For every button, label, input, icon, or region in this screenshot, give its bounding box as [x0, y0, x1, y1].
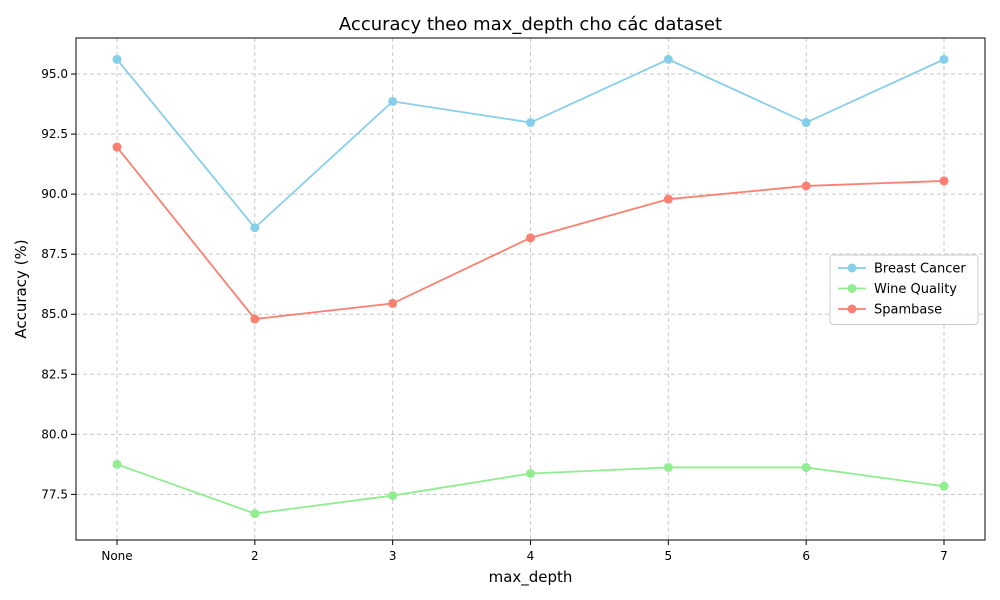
data-point: [250, 509, 260, 519]
data-point: [526, 233, 535, 243]
legend-marker: [847, 284, 857, 293]
data-point: [250, 314, 260, 324]
data-point: [663, 194, 673, 204]
y-tick-label: 95.0: [41, 67, 68, 81]
y-tick-label: 80.0: [41, 427, 68, 441]
legend-label: Breast Cancer: [874, 262, 966, 277]
data-point: [112, 459, 122, 469]
legend-label: Spambase: [874, 303, 942, 318]
legend-marker: [847, 263, 857, 273]
x-axis-label: max_depth: [489, 568, 573, 587]
legend-item: Breast Cancer: [838, 262, 966, 277]
y-tick-label: 90.0: [41, 187, 68, 201]
x-tick-label: None: [101, 549, 132, 563]
data-point: [663, 462, 673, 472]
x-tick-label: 2: [251, 549, 259, 563]
legend: Breast Cancer Wine Quality Spambase: [829, 254, 979, 325]
data-point: [801, 118, 811, 128]
legend-marker: [847, 304, 857, 314]
data-point: [526, 468, 535, 478]
series-spambase: [112, 142, 949, 324]
series-layer: [112, 54, 949, 519]
legend-box: [829, 254, 979, 325]
y-tick-label: 87.5: [41, 247, 68, 261]
y-tick-label: 92.5: [41, 127, 68, 141]
data-point: [250, 223, 260, 233]
series-breast-cancer: [112, 54, 949, 233]
data-point: [112, 142, 122, 152]
data-point: [801, 181, 811, 191]
data-point: [112, 54, 122, 64]
chart-title: Accuracy theo max_depth cho các dataset: [339, 14, 722, 35]
data-point: [388, 491, 398, 501]
axis-ticks: None 2 3 4 5 6 7 77.5 80.0 82.5 85.0 87.5 90.0 92.5 95…: [41, 67, 948, 563]
x-tick-label: 4: [527, 549, 535, 563]
y-tick-label: 85.0: [41, 307, 68, 321]
data-point: [939, 54, 949, 64]
data-point: [663, 54, 673, 64]
data-point: [801, 462, 811, 472]
data-point: [388, 298, 398, 308]
data-point: [939, 176, 949, 186]
x-tick-label: 6: [802, 549, 810, 563]
data-point: [388, 96, 398, 106]
data-point: [526, 118, 535, 128]
x-tick-label: 7: [940, 549, 948, 563]
y-tick-label: 82.5: [41, 367, 68, 381]
legend-item: Wine Quality: [838, 282, 957, 297]
series-wine-quality: [112, 459, 949, 519]
x-tick-label: 3: [389, 549, 397, 563]
legend-item: Spambase: [838, 303, 942, 318]
y-tick-label: 77.5: [41, 487, 68, 501]
x-tick-label: 5: [665, 549, 673, 563]
y-axis-label: Accuracy (%): [12, 239, 30, 338]
data-point: [939, 481, 949, 491]
legend-label: Wine Quality: [874, 282, 957, 297]
